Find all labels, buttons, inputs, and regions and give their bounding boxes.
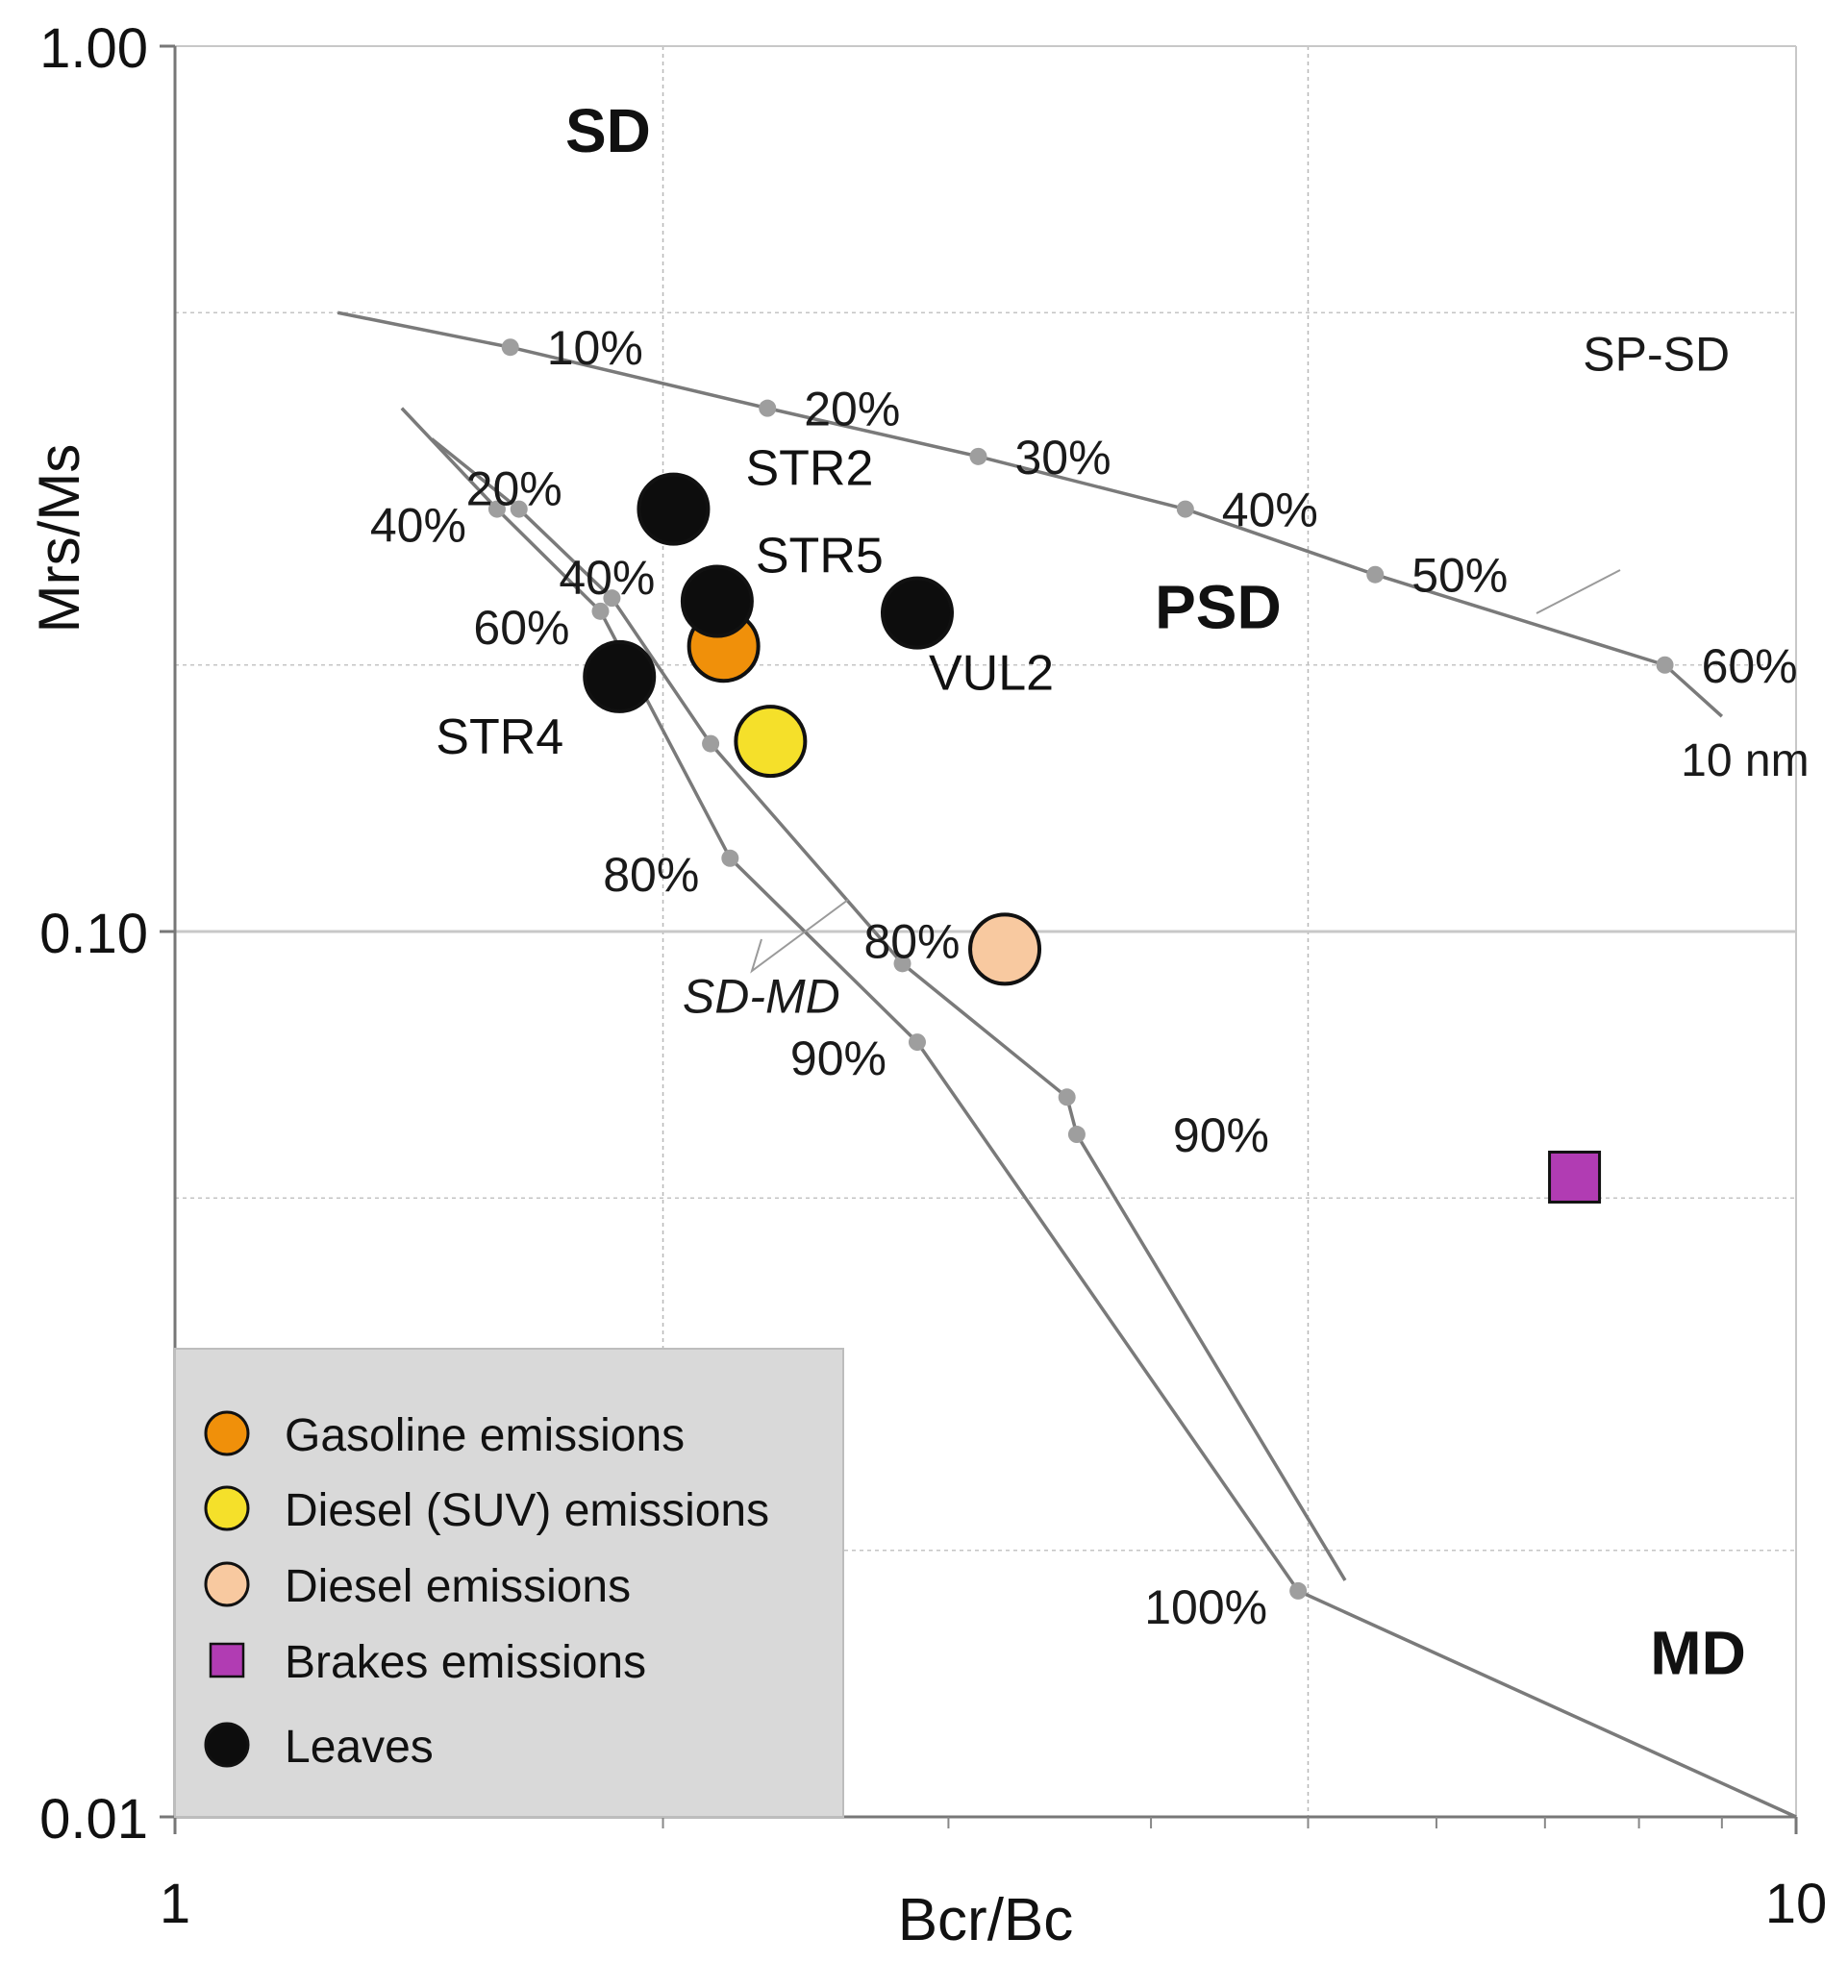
- legend-label: Diesel emissions: [285, 1561, 631, 1612]
- curve-marker: [759, 399, 777, 417]
- legend-label: Diesel (SUV) emissions: [285, 1485, 769, 1536]
- curve-marker: [1366, 565, 1385, 584]
- curve-name-label: SD-MD: [683, 969, 840, 1023]
- curve-percent-label: 100%: [1144, 1580, 1267, 1634]
- legend-marker-circle: [204, 1410, 250, 1456]
- curve-marker: [1058, 1088, 1076, 1106]
- curve-marker: [721, 849, 739, 867]
- legend-box: [174, 1348, 844, 1818]
- legend-marker-circle: [204, 1485, 250, 1531]
- curve-marker: [908, 1033, 926, 1052]
- curve-marker: [1656, 656, 1674, 674]
- legend-marker-circle: [204, 1561, 250, 1607]
- curve-percent-label: 60%: [1702, 639, 1798, 693]
- region-label-psd: PSD: [1155, 573, 1282, 642]
- curve-marker: [501, 338, 519, 357]
- legend-label: Leaves: [285, 1722, 434, 1773]
- x-axis-title: Bcr/Bc: [898, 1887, 1074, 1953]
- curve-percent-label: 60%: [473, 601, 569, 655]
- leaves-marker: [880, 576, 954, 650]
- legend-label: Brakes emissions: [285, 1637, 646, 1688]
- leaf-sample-label: STR2: [745, 441, 873, 497]
- legend-marker-circle: [204, 1722, 250, 1768]
- x-tick-label: 10: [1765, 1873, 1828, 1935]
- leaves-marker: [637, 472, 711, 546]
- curve-marker: [591, 602, 610, 620]
- curve-percent-label: 20%: [466, 462, 562, 516]
- y-tick-label: 1.00: [39, 17, 148, 80]
- y-tick-label: 0.01: [39, 1788, 148, 1851]
- curve-marker: [1067, 1126, 1086, 1144]
- diesel-emissions-marker: [968, 912, 1042, 986]
- y-tick-label: 0.10: [39, 903, 148, 965]
- curve-marker: [1289, 1581, 1308, 1600]
- legend: Gasoline emissions Diesel (SUV) emissions…: [174, 1348, 844, 1818]
- curve-percent-label: 80%: [863, 914, 960, 968]
- model-curve-sp-sd: [337, 311, 1724, 718]
- curve-percent-label: 50%: [1411, 549, 1508, 603]
- region-label-sd: SD: [565, 96, 651, 165]
- curve-marker: [1176, 500, 1194, 518]
- curve-name-label: SP-SD: [1583, 328, 1730, 382]
- curve-percent-label: 90%: [1173, 1108, 1269, 1162]
- curve-percent-label: 10%: [547, 321, 643, 375]
- region-label-md: MD: [1650, 1618, 1746, 1687]
- legend-label: Gasoline emissions: [285, 1410, 685, 1461]
- sp-sd-leader-line: [1536, 569, 1621, 614]
- leaves-marker: [583, 639, 657, 713]
- brakes-emissions-marker: [1548, 1150, 1602, 1204]
- curve-marker: [969, 447, 987, 465]
- y-axis-title: Mrs/Ms: [27, 444, 91, 634]
- curve-percent-label: 40%: [370, 499, 466, 553]
- leaf-sample-label: VUL2: [929, 646, 1054, 702]
- curve-percent-label: 40%: [559, 551, 655, 605]
- x-tick-label: 1: [160, 1873, 190, 1935]
- leaf-sample-label: STR5: [756, 529, 884, 584]
- curve-percent-label: 90%: [790, 1031, 887, 1085]
- region-labels: SD PSD MD: [565, 96, 1746, 1688]
- legend-marker-square: [209, 1642, 245, 1678]
- curve-end-label: 10 nm: [1681, 735, 1809, 786]
- curve-percent-label: 20%: [804, 383, 900, 436]
- leaves-marker: [680, 564, 754, 638]
- curve-marker: [487, 500, 506, 518]
- curve-percent-label: 80%: [603, 848, 699, 902]
- sd-md-leader-line: [750, 899, 849, 974]
- curve-marker: [603, 589, 621, 608]
- curve-percent-label: 40%: [1222, 484, 1318, 537]
- diesel-suv-emissions-marker: [734, 705, 808, 779]
- curve-percent-label: 30%: [1014, 431, 1111, 485]
- curve-marker: [702, 734, 720, 753]
- curve-marker: [510, 500, 528, 518]
- leaf-sample-label: STR4: [436, 709, 563, 765]
- curve-marker: [893, 955, 912, 973]
- data-points: STR2 STR5 VUL2 STR4: [436, 441, 1602, 1204]
